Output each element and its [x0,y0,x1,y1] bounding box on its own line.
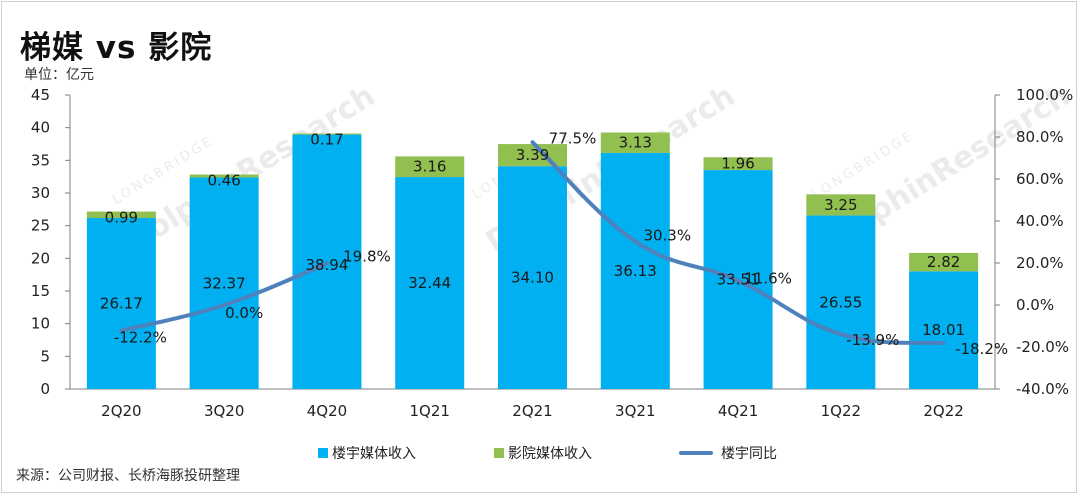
y-left-tick-label: 35 [31,151,50,169]
bar-cinema-media [86,211,156,219]
data-label-yoy: 11.6% [744,270,792,288]
x-tick-label: 1Q21 [410,402,450,420]
data-label-yoy: 19.8% [343,247,391,265]
bar-cinema-media [189,174,259,178]
data-label-yoy: 0.0% [225,304,263,322]
data-label-yoy: -13.9% [846,331,899,349]
x-tick-label: 2Q20 [101,402,141,420]
x-tick-label: 3Q20 [204,402,244,420]
legend-elevator-label: 楼宇媒体收入 [332,446,416,462]
y-right-tick-label: 100.0% [1016,86,1073,104]
y-right-tick-label: 40.0% [1016,212,1064,230]
y-right-tick-label: 20.0% [1016,254,1064,272]
yoy-line [119,261,329,333]
bar-elevator-media [189,177,259,389]
unit-label: 单位：亿元 [24,67,94,83]
y-left-tick-label: 30 [31,184,50,202]
y-right-tick-label: 0.0% [1016,296,1054,314]
data-label-cinema: 1.96 [721,154,754,172]
data-label-cinema: 3.39 [516,146,549,164]
data-label-cinema: 0.46 [207,172,240,190]
data-label-elevator: 26.55 [819,293,862,311]
bar-cinema-media [703,157,773,171]
y-left-tick-label: 15 [31,282,50,300]
chart-title: 梯媒 vs 影院 [20,30,213,66]
bar-cinema-media [292,133,362,135]
bar-elevator-media [498,166,567,389]
x-tick-label: 2Q21 [512,402,552,420]
bar-cinema-media [909,252,979,272]
data-label-yoy: 30.3% [643,226,691,244]
source-note: 来源：公司财报、长桥海豚投研整理 [16,468,240,484]
data-label-yoy: 77.5% [549,129,597,147]
data-label-elevator: 18.01 [922,321,965,339]
bar-cinema-media [395,156,465,178]
data-label-cinema: 3.25 [824,196,857,214]
data-label-elevator: 26.17 [100,295,143,313]
data-label-cinema: 0.17 [310,130,343,148]
x-tick-label: 4Q20 [307,402,347,420]
bar-elevator-media [395,177,465,389]
bar-cinema-media [600,132,670,153]
legend-yoy-label: 楼宇同比 [721,446,777,462]
bar-cinema-media [806,194,876,216]
bar-elevator-media [806,215,876,389]
x-tick-label: 4Q21 [718,402,758,420]
y-left-tick-label: 10 [31,315,50,333]
data-label-elevator: 33.51 [717,271,760,289]
y-left-tick-label: 5 [40,347,50,365]
data-label-elevator: 36.13 [614,262,657,280]
x-tick-label: 3Q21 [615,402,655,420]
data-label-yoy: -18.2% [955,340,1008,358]
y-left-tick-label: 0 [40,380,50,398]
y-right-tick-label: 60.0% [1016,170,1064,188]
legend-elevator-swatch [318,448,328,458]
bar-elevator-media [86,218,156,389]
legend-cinema-swatch [494,448,504,458]
y-left-tick-label: 45 [31,86,50,104]
x-tick-label: 1Q22 [821,402,861,420]
data-label-elevator: 32.37 [203,274,246,292]
data-label-elevator: 38.94 [305,256,348,274]
legend-cinema-label: 影院媒体收入 [508,446,592,462]
y-right-tick-label: -20.0% [1016,338,1069,356]
data-label-elevator: 32.44 [408,274,451,292]
bar-elevator-media [600,152,670,389]
bar-elevator-media [909,271,979,389]
data-label-elevator: 34.10 [511,269,554,287]
x-tick-label: 2Q22 [923,402,963,420]
data-label-cinema: 3.13 [619,134,652,152]
y-left-tick-label: 25 [31,217,50,235]
yoy-line [530,140,946,346]
data-label-yoy: -12.2% [114,329,167,347]
data-label-cinema: 3.16 [413,158,446,176]
y-left-tick-label: 40 [31,119,50,137]
y-right-tick-label: -40.0% [1016,380,1069,398]
y-left-tick-label: 20 [31,249,50,267]
y-right-tick-label: 80.0% [1016,128,1064,146]
data-label-cinema: 2.82 [927,253,960,271]
data-label-cinema: 0.99 [105,209,138,227]
